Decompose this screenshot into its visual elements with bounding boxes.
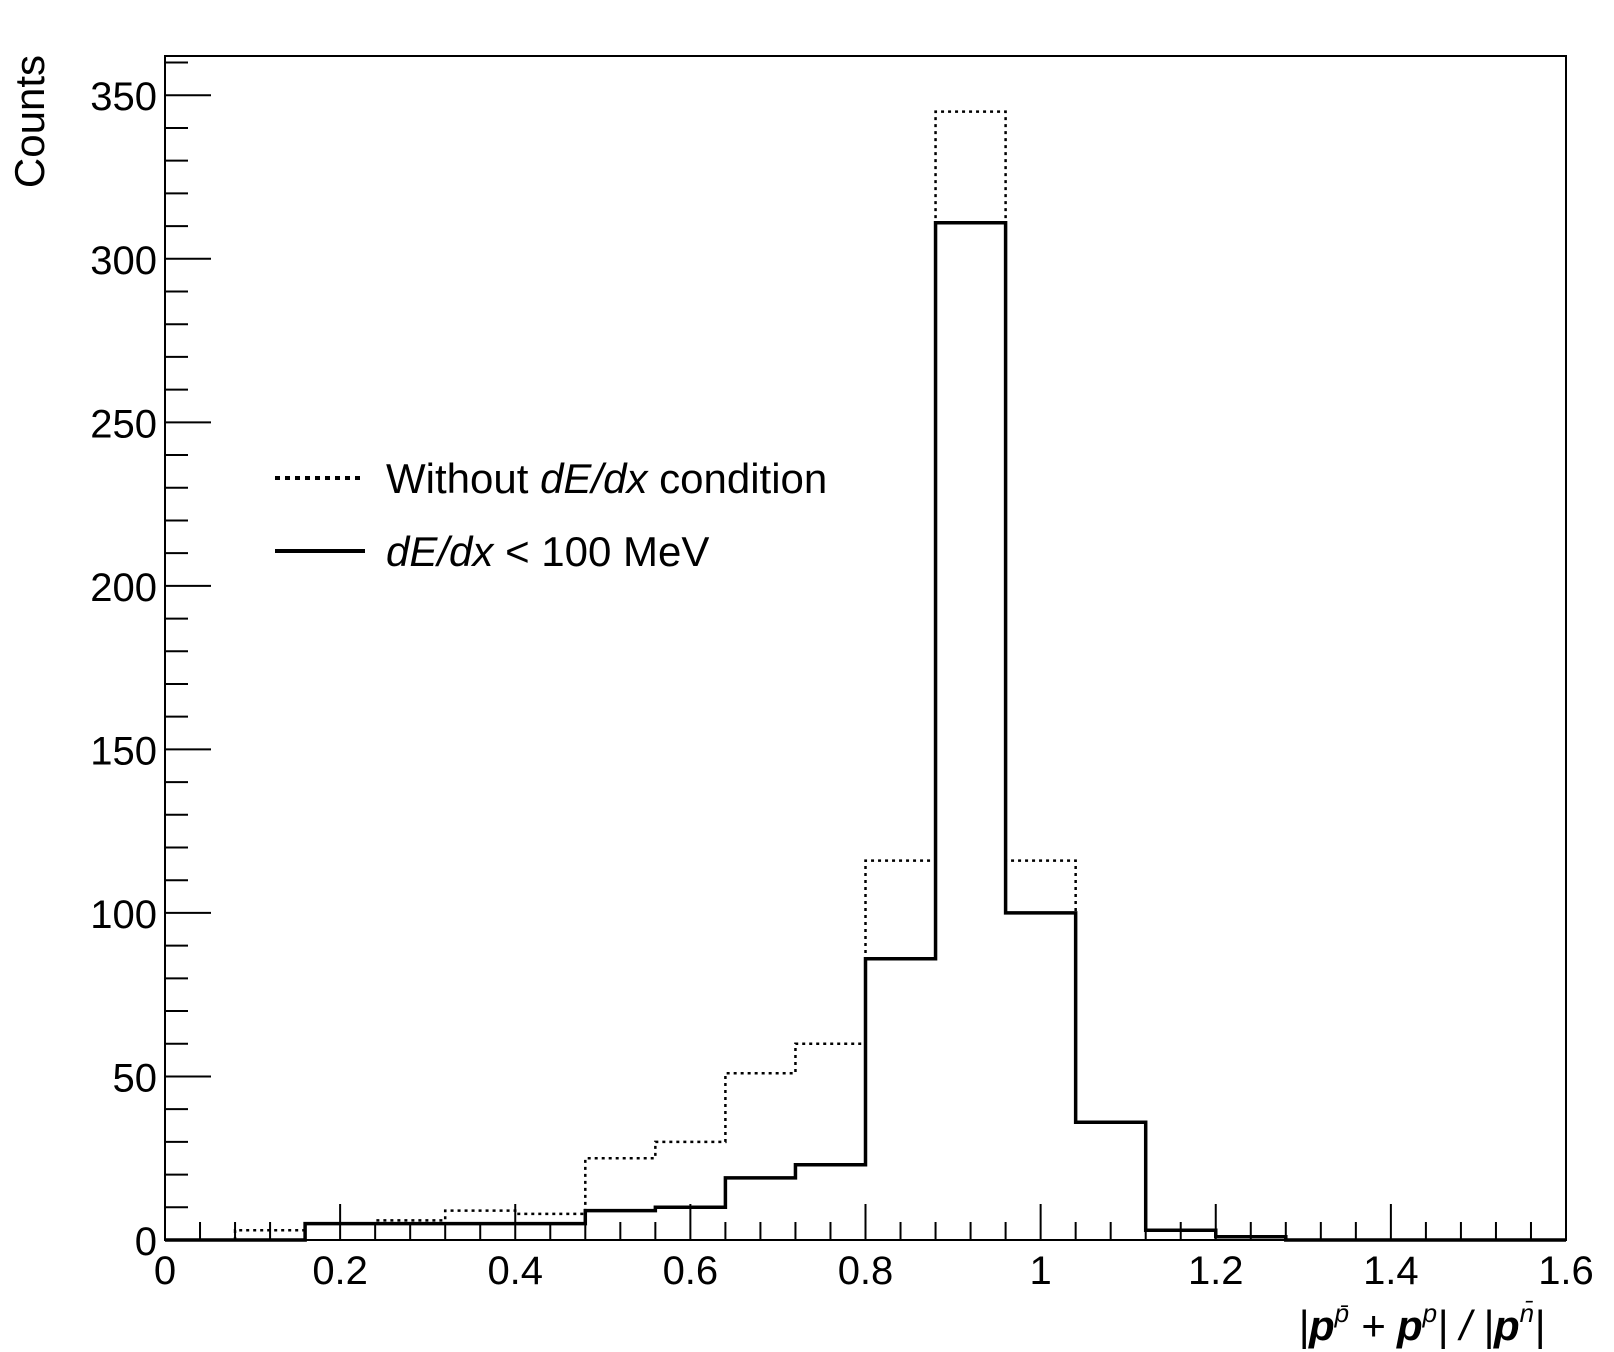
y-tick-label: 150 xyxy=(90,729,157,773)
legend-entry-dedx-cut: dE/dx < 100 MeV xyxy=(386,528,709,575)
x-axis-title-momentum-1: p xyxy=(1308,1302,1335,1349)
x-tick-label: 0 xyxy=(154,1249,176,1293)
legend-entry-text: condition xyxy=(647,455,827,502)
y-tick-label: 250 xyxy=(90,402,157,446)
legend-entry-italic: dE/dx xyxy=(540,455,649,502)
x-axis-tick-labels: 0 0.2 0.4 0.6 0.8 1 1.2 1.4 1.6 xyxy=(154,1249,1594,1293)
x-axis-title: |pp̄ + pp| / |pn̄| xyxy=(1298,1298,1545,1350)
y-axis-title: Counts xyxy=(6,55,53,188)
series-layer xyxy=(165,110,1566,1242)
x-axis-title-momentum-2: p xyxy=(1396,1302,1423,1349)
y-tick-label: 0 xyxy=(135,1220,157,1264)
x-axis-title-part: | xyxy=(1298,1302,1309,1350)
series-line-0 xyxy=(165,110,1566,1242)
y-tick-label: 100 xyxy=(90,893,157,937)
x-axis-title-momentum-3: p xyxy=(1493,1302,1520,1349)
x-tick-label: 0.6 xyxy=(663,1249,719,1293)
y-tick-label: 350 xyxy=(90,75,157,119)
x-tick-label: 0.8 xyxy=(838,1249,894,1293)
x-tick-label: 0.4 xyxy=(487,1249,543,1293)
x-axis-title-sup-3: n̄ xyxy=(1520,1298,1534,1328)
x-axis-title-part: + xyxy=(1349,1302,1397,1349)
series-line-1 xyxy=(165,221,1566,1242)
y-tick-label: 200 xyxy=(90,566,157,610)
legend-entry-text: Without xyxy=(386,455,540,502)
y-axis-tick-labels: 0 50 100 150 200 250 300 350 xyxy=(90,75,157,1264)
legend-entry-without-condition: Without dE/dx condition xyxy=(386,455,827,502)
x-axis-title-part: | xyxy=(1534,1302,1545,1350)
y-tick-label: 50 xyxy=(113,1056,158,1100)
x-axis-title-sup-2: p xyxy=(1422,1298,1437,1328)
x-axis-title-sup-1: p̄ xyxy=(1334,1298,1349,1328)
legend-entry-text: < 100 MeV xyxy=(493,528,709,575)
legend-entry-italic: dE/dx xyxy=(386,528,495,575)
x-tick-label: 1.6 xyxy=(1538,1249,1594,1293)
y-tick-label: 300 xyxy=(90,239,157,283)
x-tick-label: 1.4 xyxy=(1363,1249,1419,1293)
x-axis-title-part: | / | xyxy=(1437,1302,1494,1350)
y-axis-ticks xyxy=(165,61,211,1241)
legend: Without dE/dx condition dE/dx < 100 MeV xyxy=(275,455,827,575)
x-tick-label: 0.2 xyxy=(312,1249,368,1293)
x-tick-label: 1 xyxy=(1030,1249,1052,1293)
x-tick-label: 1.2 xyxy=(1188,1249,1244,1293)
